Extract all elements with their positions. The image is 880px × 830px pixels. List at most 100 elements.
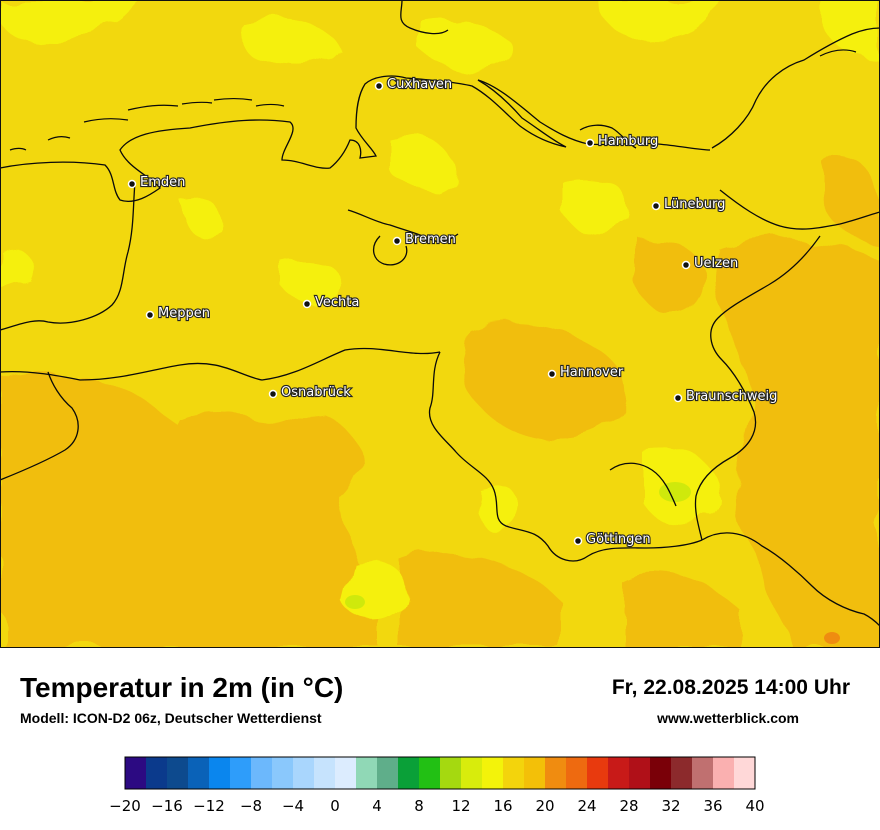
colorbar-tick-label: 28 — [619, 797, 638, 815]
cool-zones — [0, 0, 880, 621]
border-thueringen — [701, 532, 880, 627]
city-vechta[interactable]: Vechta — [302, 294, 360, 311]
border-osnabrueck — [0, 347, 441, 381]
city-cuxhaven[interactable]: Cuxhaven — [374, 76, 453, 93]
colorbar-swatch — [566, 757, 588, 789]
city-label: Braunschweig — [686, 389, 777, 404]
island — [9, 147, 27, 151]
city-uelzen[interactable]: Uelzen — [681, 255, 739, 272]
cuxhaven-coast — [400, 0, 449, 35]
island — [819, 49, 857, 57]
city-label: Bremen — [405, 232, 456, 247]
city-label: Meppen — [158, 306, 210, 321]
city-label: Emden — [140, 175, 185, 190]
colorbar-tick-label: −12 — [193, 797, 225, 815]
border-hessen — [428, 351, 703, 562]
colorbar-swatch — [167, 757, 189, 789]
colorbar-frame — [124, 756, 756, 790]
islands — [9, 49, 857, 151]
colorbar-tick-label: −4 — [282, 797, 304, 815]
footer: Temperatur in 2m (in °C) Modell: ICON-D2… — [0, 648, 880, 830]
city-label: Osnabrück — [281, 385, 351, 400]
city-meppen[interactable]: Meppen — [145, 305, 211, 322]
bremen-area — [373, 235, 408, 266]
city-label: Uelzen — [694, 256, 738, 271]
colorbar-ticks: −20 −16 −12 −8 −4 0 4 8 12 16 20 24 28 32 36 40 — [110, 797, 765, 815]
border-east — [711, 27, 880, 149]
colorbar-swatch — [272, 757, 294, 789]
city-hannover[interactable]: Hannover — [547, 364, 625, 381]
colorbar-swatch — [503, 757, 525, 789]
model-subtitle: Modell: ICON-D2 06z, Deutscher Wetterdie… — [20, 710, 322, 726]
border-sachsen-anhalt — [694, 235, 821, 541]
city-bremen[interactable]: Bremen — [392, 231, 457, 248]
colorbar-swatch — [482, 757, 504, 789]
harz-border — [609, 462, 677, 507]
weser — [347, 209, 459, 243]
colorbar-swatch — [734, 757, 756, 789]
island — [255, 103, 285, 107]
island — [127, 104, 179, 111]
colorbar-swatch — [356, 757, 378, 789]
colorbar-swatches — [124, 756, 756, 790]
island — [213, 97, 253, 101]
colorbar-swatch — [713, 757, 735, 789]
colorbar-swatch — [587, 757, 609, 789]
colorbar-swatch — [629, 757, 651, 789]
city-lueneburg[interactable]: Lüneburg — [651, 196, 726, 213]
border-south-west — [0, 371, 79, 481]
border-west — [0, 181, 136, 331]
colorbar-tick-label: 16 — [493, 797, 512, 815]
colorbar-swatch — [608, 757, 630, 789]
colorbar-swatch — [650, 757, 672, 789]
warm-zones — [0, 157, 880, 648]
city-label: Hannover — [560, 365, 624, 380]
city-markers: Cuxhaven Hamburg Emden Lüneburg Bremen U… — [127, 76, 778, 548]
temperature-colorbar: −20 −16 −12 −8 −4 0 4 8 12 16 20 24 28 32 36 40 — [110, 756, 765, 815]
colorbar-tick-label: 20 — [535, 797, 554, 815]
city-label: Vechta — [315, 295, 359, 310]
colorbar-swatch — [209, 757, 231, 789]
island — [83, 118, 129, 123]
colorbar-swatch — [293, 757, 315, 789]
colorbar-swatch — [146, 757, 168, 789]
coastline — [0, 75, 567, 202]
colorbar-swatch — [188, 757, 210, 789]
colorbar-tick-label: 32 — [661, 797, 680, 815]
colorbar-swatch — [398, 757, 420, 789]
island — [181, 101, 213, 105]
colorbar-swatch — [230, 757, 252, 789]
colorbar-tick-label: −8 — [240, 797, 262, 815]
city-label: Lüneburg — [664, 197, 725, 212]
colorbar-swatch — [440, 757, 462, 789]
colorbar-swatch — [251, 757, 273, 789]
colorbar-swatch — [671, 757, 693, 789]
colorbar-swatch — [545, 757, 567, 789]
island — [47, 136, 71, 141]
website-link[interactable]: www.wetterblick.com — [657, 710, 799, 726]
city-label: Cuxhaven — [387, 77, 452, 92]
colorbar-swatch — [461, 757, 483, 789]
hamburg-border — [579, 124, 637, 149]
city-label: Hamburg — [598, 134, 658, 149]
colorbar-tick-label: 40 — [745, 797, 764, 815]
colorbar-swatch — [125, 757, 147, 789]
colorbar-swatch — [419, 757, 441, 789]
colorbar-tick-label: 24 — [577, 797, 596, 815]
colorbar-tick-label: 4 — [372, 797, 382, 815]
colorbar-tick-label: −20 — [110, 797, 141, 815]
city-emden[interactable]: Emden — [127, 174, 186, 191]
map-title: Temperatur in 2m (in °C) — [20, 672, 344, 703]
colorbar-tick-label: 36 — [703, 797, 722, 815]
colorbar-tick-label: 12 — [451, 797, 470, 815]
city-hamburg[interactable]: Hamburg — [585, 133, 659, 150]
colorbar-tick-label: 0 — [330, 797, 340, 815]
city-braunschweig[interactable]: Braunschweig — [673, 388, 778, 405]
colorbar-swatch — [314, 757, 336, 789]
hot-spot — [824, 632, 840, 644]
city-label: Göttingen — [586, 532, 651, 547]
city-goettingen[interactable]: Göttingen — [573, 531, 652, 548]
colorbar-swatch — [524, 757, 546, 789]
city-osnabrueck[interactable]: Osnabrück — [268, 384, 352, 401]
colorbar-swatch — [335, 757, 357, 789]
